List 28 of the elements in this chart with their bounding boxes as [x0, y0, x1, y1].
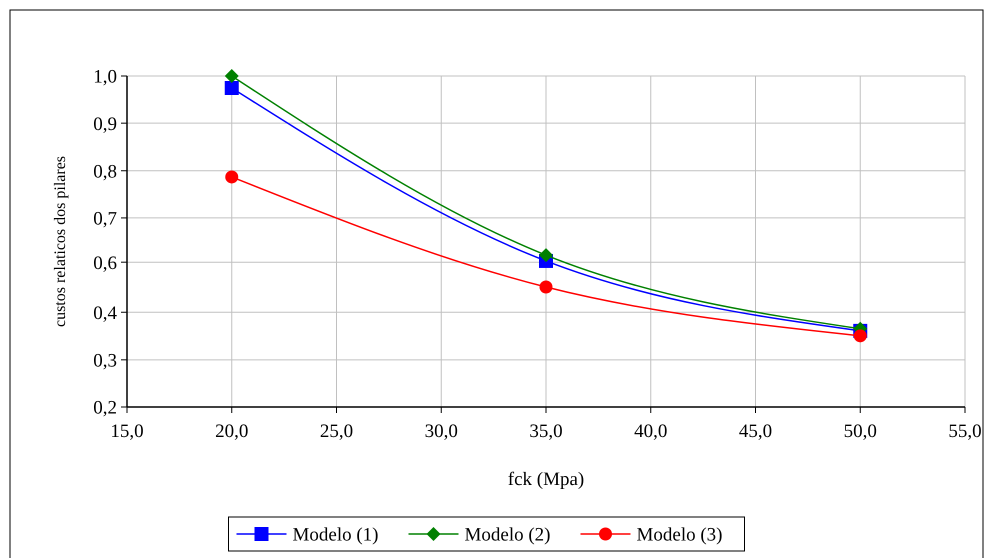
x-tick-label: 30,0 [424, 421, 458, 442]
point [224, 81, 239, 95]
x-tick-label: 15,0 [110, 421, 144, 442]
point [539, 248, 553, 262]
legend-label: Modelo (3) [636, 524, 723, 546]
y-tick-label: 0,4 [93, 302, 118, 324]
y-axis-title: custos relaticos dos pilares [52, 156, 69, 328]
y-tick-label: 0,9 [93, 114, 117, 135]
y-tick-label: 0,2 [93, 398, 117, 419]
x-tick-label: 45,0 [738, 421, 772, 442]
y-tick-label: 0,8 [93, 161, 117, 182]
x-tick-label: 20,0 [215, 421, 248, 442]
x-tick-label: 55,0 [948, 421, 982, 442]
legend-label: Modelo (1) [292, 524, 379, 546]
x-tick-label: 35,0 [529, 421, 563, 442]
point [854, 329, 867, 342]
x-tick-label: 25,0 [320, 421, 354, 442]
x-tick-label: 40,0 [634, 421, 668, 442]
y-tick-label: 0,7 [93, 208, 117, 230]
y-tick-label: 0,3 [93, 350, 117, 372]
x-axis-title: fck (Mpa) [508, 469, 584, 490]
point [224, 69, 239, 83]
point [225, 170, 238, 184]
y-tick-label: 0,6 [93, 252, 117, 274]
legend-label: Modelo (2) [464, 524, 551, 546]
point [540, 280, 552, 294]
y-tick-label: 1,0 [93, 66, 117, 88]
x-tick-label: 50,0 [844, 421, 877, 442]
